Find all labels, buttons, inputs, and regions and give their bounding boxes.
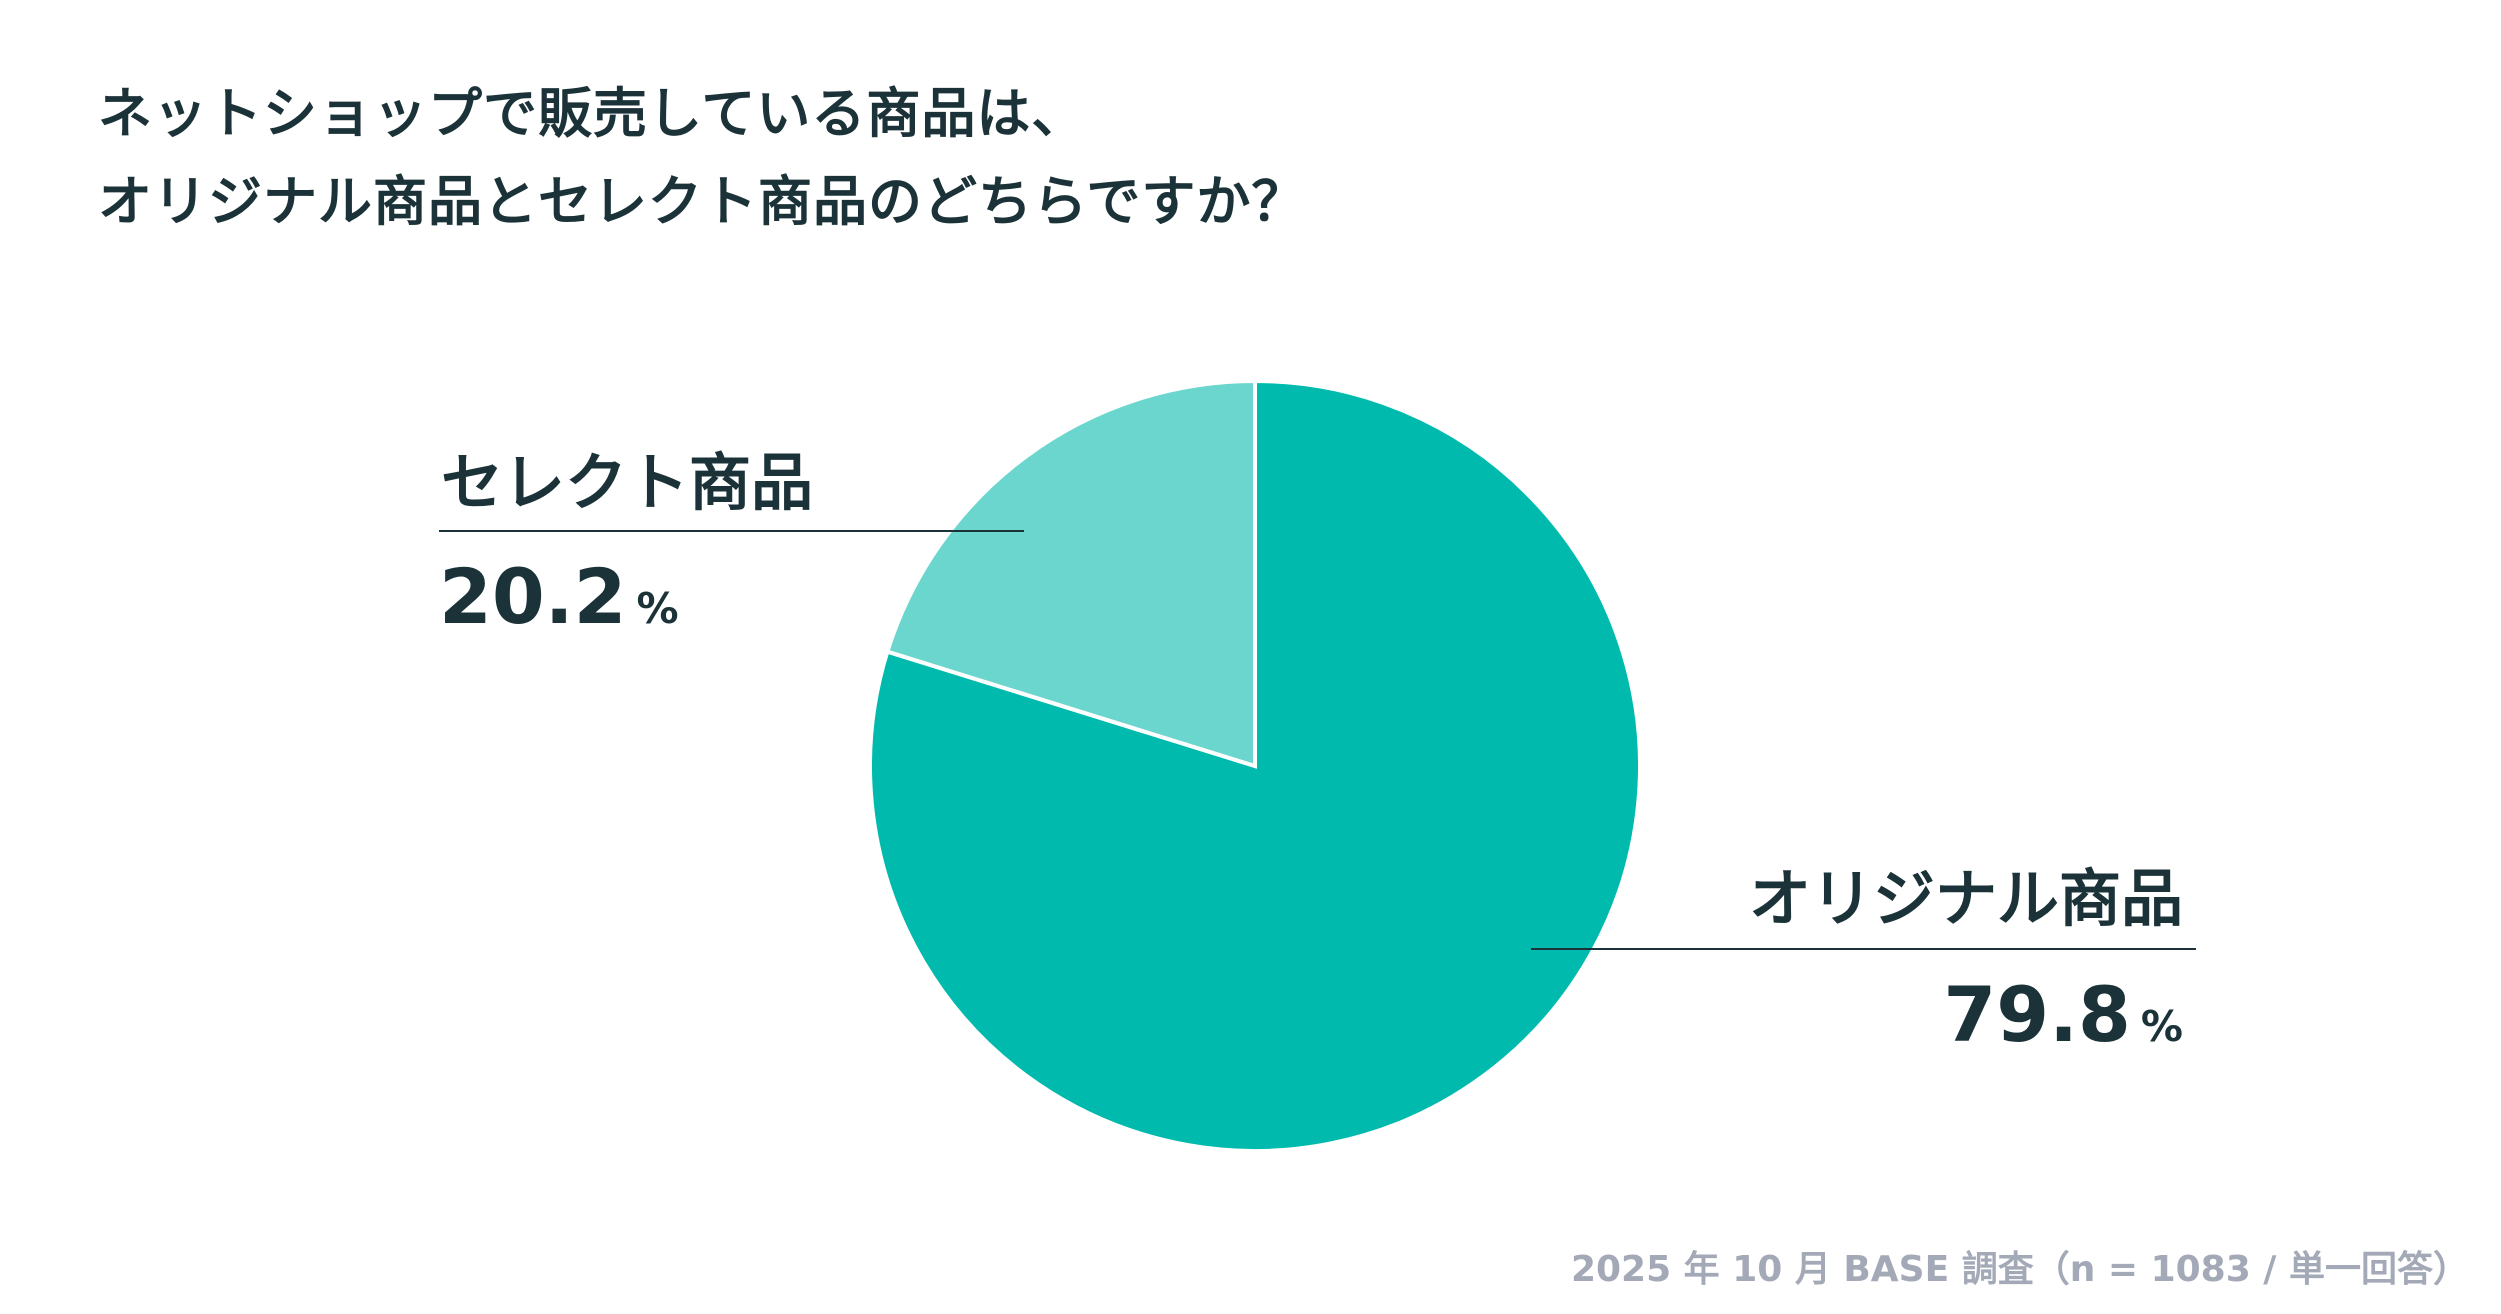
slice-label-original: オリジナル商品 xyxy=(1748,862,2183,935)
slice-value-select-number: 20.2 xyxy=(439,552,627,641)
slice-value-original: 79.8% xyxy=(1943,970,2183,1059)
percent-unit: % xyxy=(636,584,679,633)
label-rule-select xyxy=(439,530,1024,532)
pie-slice-original xyxy=(868,378,1642,1153)
slice-value-original-number: 79.8 xyxy=(1943,970,2131,1059)
pie-slice-select xyxy=(884,378,1257,769)
percent-unit: % xyxy=(2140,1002,2183,1051)
chart-title: ネットショップで販売している商品は、 オリジナル商品とセレクト商品のどちらですか… xyxy=(98,70,1306,246)
slice-label-select: セレクト商品 xyxy=(441,446,814,519)
source-note: 2025 年 10 月 BASE 調査（n = 1083 / 単一回答） xyxy=(1570,1249,2469,1290)
chart-title-line-1: ネットショップで販売している商品は、 xyxy=(98,82,1087,145)
chart-title-line-2: オリジナル商品とセレクト商品のどちらですか？ xyxy=(98,170,1307,233)
slice-value-select: 20.2% xyxy=(439,552,679,641)
label-rule-original xyxy=(1531,948,2196,950)
